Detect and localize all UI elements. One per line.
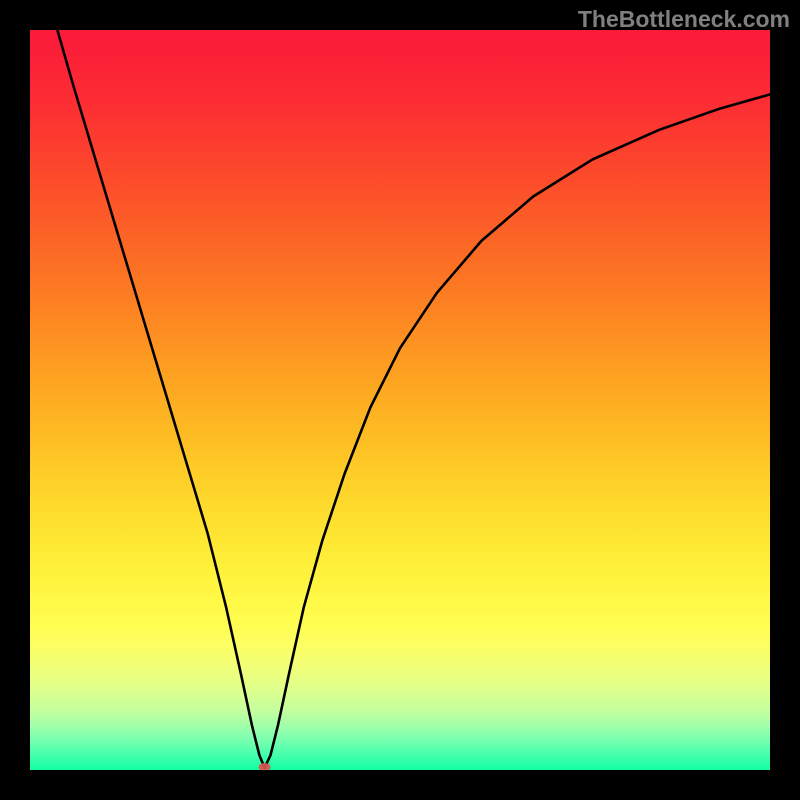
- watermark-text: TheBottleneck.com: [578, 6, 790, 33]
- plot-svg: [30, 30, 770, 770]
- gradient-background: [30, 30, 770, 770]
- plot-area: [30, 30, 770, 770]
